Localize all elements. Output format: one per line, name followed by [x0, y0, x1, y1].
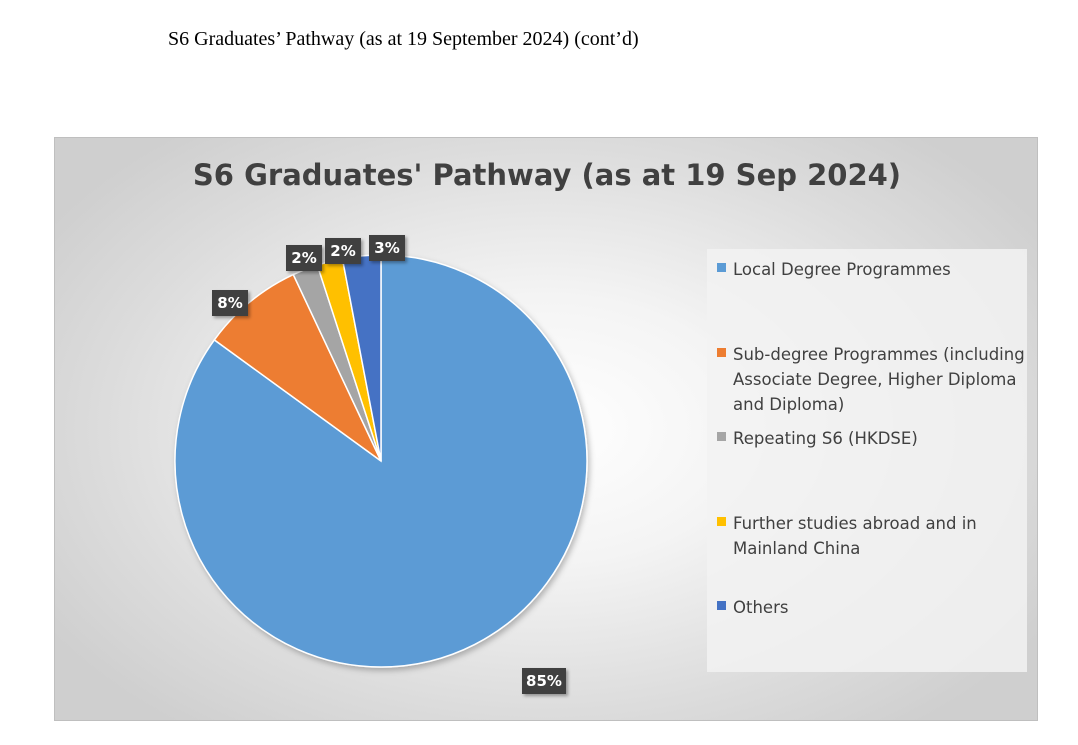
legend-swatch-repeating-s6	[717, 432, 726, 441]
legend-swatch-local-degree	[717, 263, 726, 272]
pie-plot: 85% 8% 2% 2% 3%	[174, 235, 588, 694]
pie-slices	[174, 254, 588, 668]
data-label-others: 3%	[369, 235, 405, 261]
chart-title: S6 Graduates' Pathway (as at 19 Sep 2024…	[192, 158, 902, 192]
svg-text:2%: 2%	[291, 249, 316, 267]
pie-data-labels: 85% 8% 2% 2% 3%	[212, 235, 566, 694]
data-label-further-studies: 2%	[325, 238, 361, 264]
legend-swatch-further-studies	[717, 517, 726, 526]
svg-text:85%: 85%	[526, 672, 562, 690]
legend-label-local-degree: Local Degree Programmes	[733, 260, 951, 279]
pie-slice-sub-degree	[213, 273, 382, 462]
legend-swatch-others	[717, 601, 726, 610]
data-label-repeating-s6: 2%	[286, 245, 322, 271]
legend-label-repeating-s6: Repeating S6 (HKDSE)	[733, 429, 918, 448]
legend-label-further-studies: Further studies abroad and in Mainland C…	[733, 514, 977, 558]
svg-text:8%: 8%	[217, 294, 242, 312]
data-label-local-degree: 85%	[522, 668, 566, 694]
document-heading: S6 Graduates’ Pathway (as at 19 Septembe…	[168, 28, 639, 50]
pie-chart: S6 Graduates' Pathway (as at 19 Sep 2024…	[54, 137, 1038, 721]
svg-text:2%: 2%	[330, 242, 355, 260]
data-label-sub-degree: 8%	[212, 290, 248, 316]
legend-label-others: Others	[733, 598, 789, 617]
svg-text:3%: 3%	[374, 239, 399, 257]
legend-label-sub-degree: Sub-degree Programmes (including Associa…	[733, 345, 1025, 414]
chart-legend: Local Degree Programmes Sub-degree Progr…	[707, 249, 1027, 672]
legend-swatch-sub-degree	[717, 348, 726, 357]
